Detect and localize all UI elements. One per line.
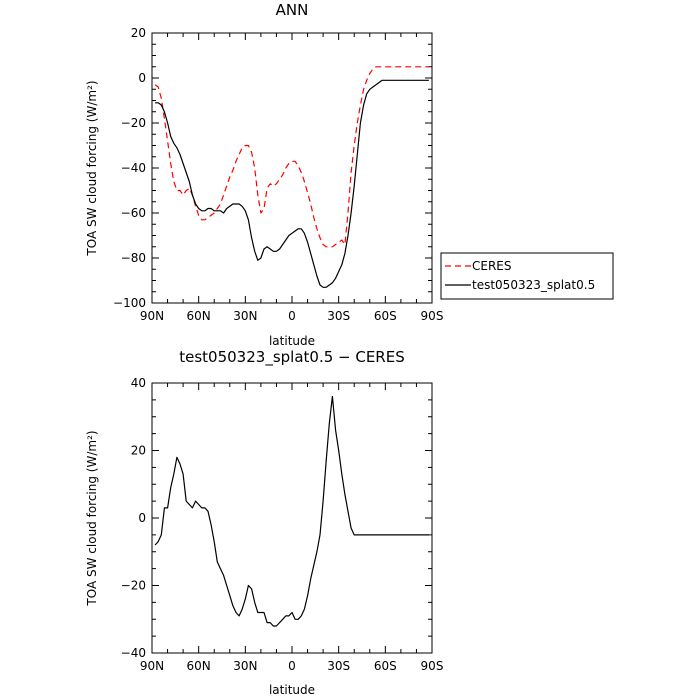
x-axis-label: latitude: [269, 334, 315, 348]
y-tick-label: −20: [121, 579, 146, 593]
y-tick-label: −60: [121, 206, 146, 220]
chart-title: test050323_splat0.5 − CERES: [179, 348, 404, 367]
y-tick-label: −80: [121, 251, 146, 265]
x-tick-label: 30N: [233, 659, 257, 673]
y-tick-label: 0: [138, 71, 146, 85]
x-axis-label: latitude: [269, 683, 315, 697]
series-line-difference: [154, 395, 429, 627]
x-tick-label: 30N: [233, 309, 257, 323]
y-tick-label: −100: [113, 296, 146, 310]
legend-label: test050323_splat0.5: [472, 278, 595, 292]
x-tick-label: 0: [288, 309, 296, 323]
bottom-panel-difference: test050323_splat0.5 − CERES 90N 60N 30N 0 30S…: [85, 348, 443, 697]
x-tick-label: 60N: [187, 309, 211, 323]
legend-label: CERES: [472, 259, 512, 273]
top-panel-ann: ANN 90N 60N 30N 0 30S 60S 90S 20 0 −20 −40 −60 −80 −10…: [85, 1, 614, 348]
y-axis-label: TOA SW cloud forcing (W/m²): [85, 430, 99, 606]
plot-frame: [151, 32, 433, 304]
x-tick-label: 90N: [140, 309, 164, 323]
x-tick-label: 0: [288, 659, 296, 673]
x-tick-label: 90S: [421, 309, 444, 323]
chart-title: ANN: [276, 1, 309, 19]
x-tick-label: 30S: [327, 309, 350, 323]
y-tick-label: −40: [121, 161, 146, 175]
legend-box: [440, 252, 614, 300]
y-tick-label: 40: [131, 376, 146, 390]
x-tick-label: 90N: [140, 659, 164, 673]
y-tick-label: −20: [121, 116, 146, 130]
series-line-ceres: [154, 66, 429, 248]
x-tick-label: 90S: [421, 659, 444, 673]
y-tick-label: 0: [138, 511, 146, 525]
series-line-test050323-splat0-5: [155, 79, 429, 288]
x-tick-label: 30S: [327, 659, 350, 673]
y-tick-label: 20: [131, 444, 146, 458]
y-axis-label: TOA SW cloud forcing (W/m²): [85, 80, 99, 256]
y-tick-label: −40: [121, 646, 146, 660]
x-tick-label: 60S: [374, 659, 397, 673]
x-tick-label: 60N: [187, 659, 211, 673]
x-tick-label: 60S: [374, 309, 397, 323]
legend: CERES test050323_splat0.5: [440, 252, 614, 300]
y-tick-label: 20: [131, 26, 146, 40]
